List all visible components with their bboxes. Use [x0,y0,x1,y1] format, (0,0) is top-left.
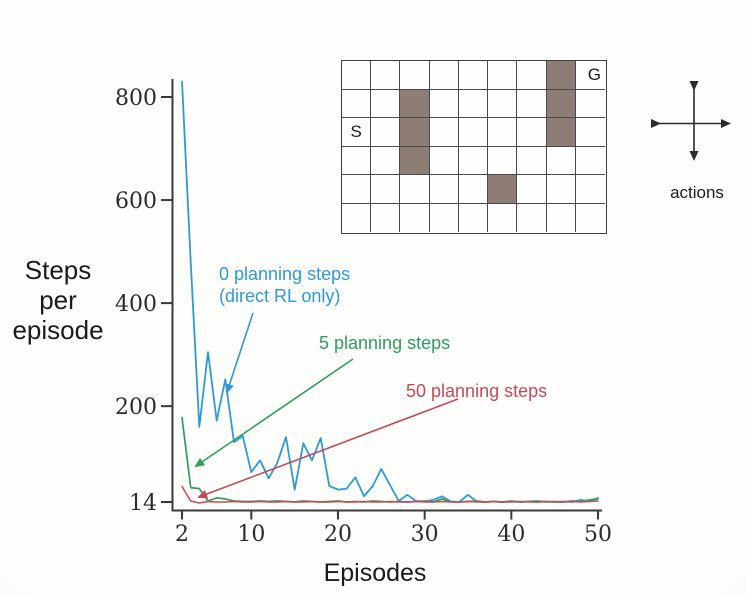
maze-cell [342,203,372,232]
maze-cell [517,175,547,204]
y-tick-label: 800 [115,86,157,111]
annotation-0-line1: 0 planning steps [219,264,351,284]
maze-obstacle-cell [488,175,518,204]
maze-cell [400,203,430,232]
series-line-1 [181,416,599,503]
x-tick-label: 50 [584,522,612,547]
maze-cell [459,203,489,232]
maze-cell [371,118,401,147]
y-axis-title-line1: Steps [24,255,92,285]
maze-cell [576,204,605,233]
chart-series [181,80,599,504]
actions-cross-icon [651,81,731,161]
maze-cell [575,175,605,204]
maze-cell [430,203,459,232]
y-axis-title-line3: episode [12,315,104,345]
annotation-5-planning-steps: 5 planning steps [319,332,450,354]
maze-cell [517,89,547,118]
maze-cell [371,146,401,175]
maze-cell [371,61,401,90]
maze-cell [575,147,605,175]
annotation-2-line1: 50 planning steps [406,381,548,401]
maze-cell [429,118,459,147]
maze-obstacle-cell [546,89,576,118]
maze-cell [488,89,518,118]
annotation-arrow-2 [197,398,459,499]
maze-obstacle-cell [546,118,576,147]
annotation-0-planning-steps: 0 planning steps (direct RL only) [219,263,350,307]
maze-cell [371,89,401,118]
maze-cell [488,61,518,90]
maze-cell [488,203,518,232]
maze-cell [488,146,518,175]
x-tick-label: 20 [324,522,352,547]
maze-start-cell: S [342,118,372,147]
actions-label: actions [670,183,724,202]
maze-cell [429,61,459,90]
maze-cell [371,175,401,204]
annotation-50-planning-steps: 50 planning steps [406,380,547,402]
maze-cell [575,118,605,147]
annotation-arrow-0 [225,312,254,394]
maze-cell [547,203,576,232]
maze-cell [342,89,372,118]
maze-cell [342,175,372,204]
maze-cell [458,118,489,147]
y-tick-label: 400 [115,292,157,317]
annotation-arrows [194,312,459,499]
y-tick-label: 200 [115,395,157,420]
maze-cell [517,146,547,175]
x-tick-label: 2 [175,522,189,547]
maze-cell [429,175,459,204]
maze-obstacle-cell [400,118,430,147]
maze-cell [458,89,489,118]
maze-obstacle-cell [400,146,430,175]
x-axis-title: Episodes [323,559,427,587]
maze-cell [546,175,576,204]
y-axis-title-line2: per [39,285,77,315]
maze-cell [517,203,547,232]
maze-goal-cell: G [575,61,605,90]
maze-obstacle-cell [546,61,576,90]
annotation-arrow-1 [194,358,354,468]
maze-cell [575,90,605,118]
maze-cell [429,146,459,175]
y-tick-label: 14 [129,491,157,516]
x-tick-label: 10 [237,522,265,547]
y-axis-title: Steps per episode [0,255,116,345]
maze-cell [400,61,430,90]
x-tick-label: 40 [497,522,525,547]
annotation-0-line2: (direct RL only) [219,286,341,306]
maze-cell [517,118,547,147]
x-tick-label: 30 [411,522,439,547]
maze-cell [517,61,547,90]
maze-obstacle-cell [400,89,430,118]
maze-cell [458,146,489,175]
maze-cell [429,89,459,118]
maze-cell [488,118,518,147]
y-tick-label: 600 [115,189,157,214]
maze-cell [458,61,489,90]
maze-cell [342,61,372,90]
maze-cell [546,146,576,175]
maze-cell [371,203,401,232]
series-line-2 [181,485,599,504]
maze-cell [342,146,372,175]
chart-axes: 800 600 400 200 14 2 10 20 30 40 50 [115,79,612,547]
maze-cell [400,175,430,204]
annotation-1-line1: 5 planning steps [319,333,451,353]
maze-cell [458,175,489,204]
